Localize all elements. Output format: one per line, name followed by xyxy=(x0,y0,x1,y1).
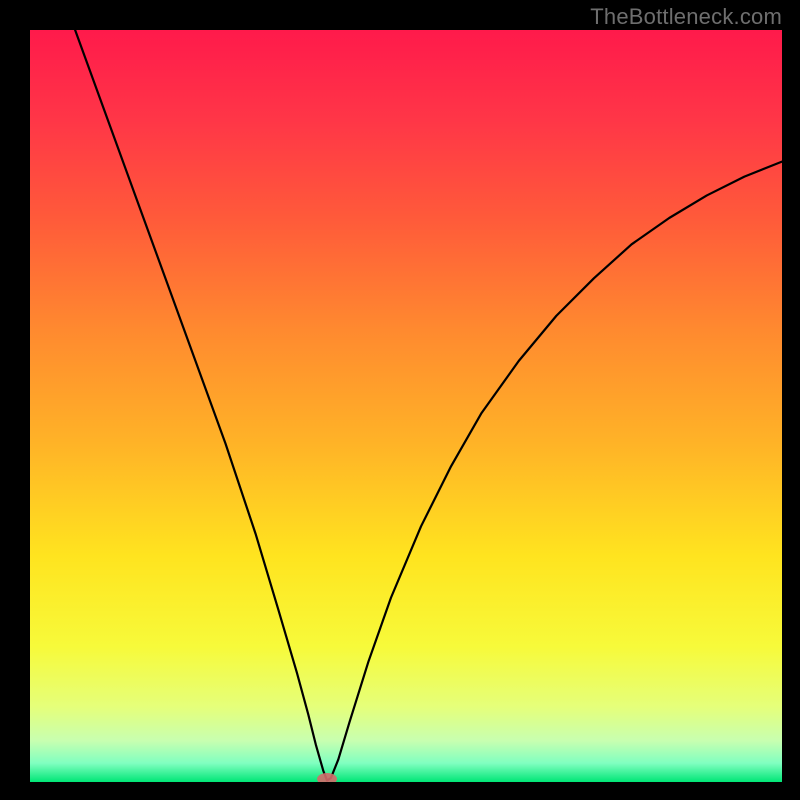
minimum-marker xyxy=(317,773,337,782)
bottleneck-curve xyxy=(75,30,782,781)
watermark-text: TheBottleneck.com xyxy=(590,4,782,30)
chart-frame: TheBottleneck.com xyxy=(0,0,800,800)
curve-layer xyxy=(30,30,782,782)
